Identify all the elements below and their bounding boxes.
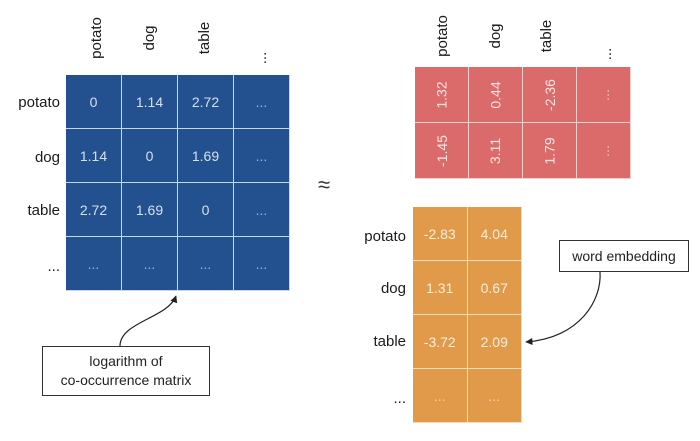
- log-matrix-arrow: [119, 295, 178, 347]
- context-embedding-matrix: 1.32 0.44 -2.36 ... -1.45 3.11 1.79 ...: [415, 67, 631, 179]
- matrix-cell: ...: [234, 129, 290, 183]
- matrix-cell: 1.14: [122, 75, 178, 129]
- matrix-cell: 1.69: [122, 183, 178, 237]
- matrix-cell: 0: [122, 129, 178, 183]
- matrix-cell: 2.09: [467, 315, 522, 369]
- matrix-cell: 1.79: [523, 123, 577, 179]
- word-embedding-matrix: -2.83 4.04 1.31 0.67 -3.72 2.09 ... ...: [413, 207, 522, 423]
- bottom-row-header-potato: potato: [364, 228, 406, 245]
- bottom-row-header-ellipsis: ...: [393, 390, 406, 407]
- matrix-cell: ...: [234, 75, 290, 129]
- matrix-cell: 1.32: [415, 67, 469, 123]
- left-row-header-potato: potato: [18, 94, 60, 111]
- matrix-cell: 2.72: [178, 75, 234, 129]
- matrix-cell: 4.04: [467, 207, 522, 261]
- left-row-header-table: table: [27, 202, 60, 219]
- matrix-cell: 0: [66, 75, 122, 129]
- approx-symbol: ≈: [318, 172, 331, 197]
- matrix-cell: 2.72: [66, 183, 122, 237]
- matrix-cell: -2.83: [413, 207, 468, 261]
- matrix-cell: 0: [178, 183, 234, 237]
- matrix-cell: ...: [178, 237, 234, 291]
- matrix-cell: -1.45: [415, 123, 469, 179]
- matrix-cell: ...: [467, 369, 522, 423]
- callout-line-2: co-occurrence matrix: [60, 372, 192, 388]
- matrix-cell: 1.14: [66, 129, 122, 183]
- log-cooccurrence-matrix: 0 1.14 2.72 ... 1.14 0 1.69 ... 2.72 1.6…: [66, 75, 290, 291]
- bottom-row-header-dog: dog: [380, 280, 406, 297]
- left-row-header-ellipsis: ...: [47, 258, 60, 275]
- matrix-cell: 1.69: [178, 129, 234, 183]
- word-embedding-callout: word embedding: [559, 240, 689, 272]
- log-cooccurrence-callout: logarithm of co-occurrence matrix: [42, 346, 210, 396]
- bottom-row-header-table: table: [373, 333, 406, 350]
- matrix-cell: ...: [413, 369, 468, 423]
- matrix-cell: 3.11: [469, 123, 523, 179]
- matrix-cell: ...: [66, 237, 122, 291]
- matrix-cell: ...: [577, 67, 631, 123]
- matrix-cell: ...: [234, 237, 290, 291]
- matrix-cell: 0.44: [469, 67, 523, 123]
- matrix-cell: -2.36: [523, 67, 577, 123]
- matrix-cell: ...: [122, 237, 178, 291]
- word-embedding-arrow: [525, 271, 601, 346]
- matrix-cell: ...: [234, 183, 290, 237]
- callout-line-1: logarithm of: [89, 353, 163, 370]
- matrix-cell: 0.67: [467, 261, 522, 315]
- matrix-cell: -3.72: [413, 315, 468, 369]
- left-row-header-dog: dog: [34, 149, 60, 166]
- matrix-cell: 1.31: [413, 261, 468, 315]
- matrix-cell: ...: [577, 123, 631, 179]
